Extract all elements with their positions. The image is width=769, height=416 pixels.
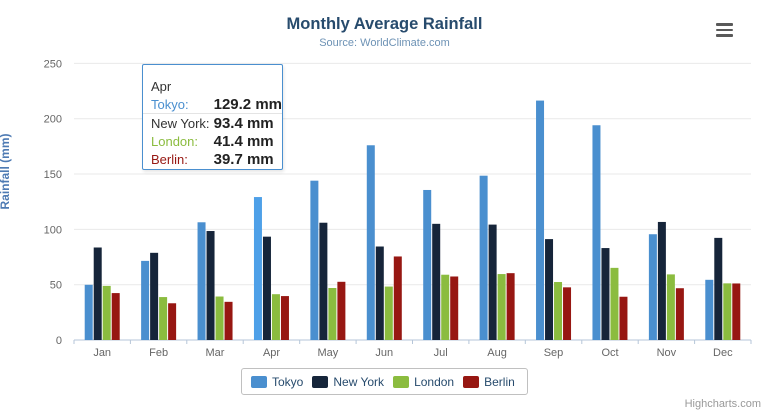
svg-text:Mar: Mar: [206, 347, 225, 359]
svg-text:250: 250: [44, 58, 62, 70]
svg-text:Aug: Aug: [487, 347, 507, 359]
svg-text:0: 0: [56, 335, 62, 347]
svg-text:Feb: Feb: [149, 347, 168, 359]
svg-text:May: May: [318, 347, 339, 359]
svg-text:Oct: Oct: [601, 347, 618, 359]
svg-text:Nov: Nov: [657, 347, 677, 359]
svg-text:Sep: Sep: [544, 347, 564, 359]
svg-text:Jan: Jan: [93, 347, 111, 359]
svg-text:50: 50: [50, 280, 62, 292]
svg-text:100: 100: [44, 224, 62, 236]
svg-text:200: 200: [44, 114, 62, 126]
svg-text:Dec: Dec: [713, 347, 733, 359]
svg-text:Jul: Jul: [434, 347, 448, 359]
svg-text:Apr: Apr: [263, 347, 280, 359]
svg-text:150: 150: [44, 169, 62, 181]
svg-text:Jun: Jun: [375, 347, 393, 359]
